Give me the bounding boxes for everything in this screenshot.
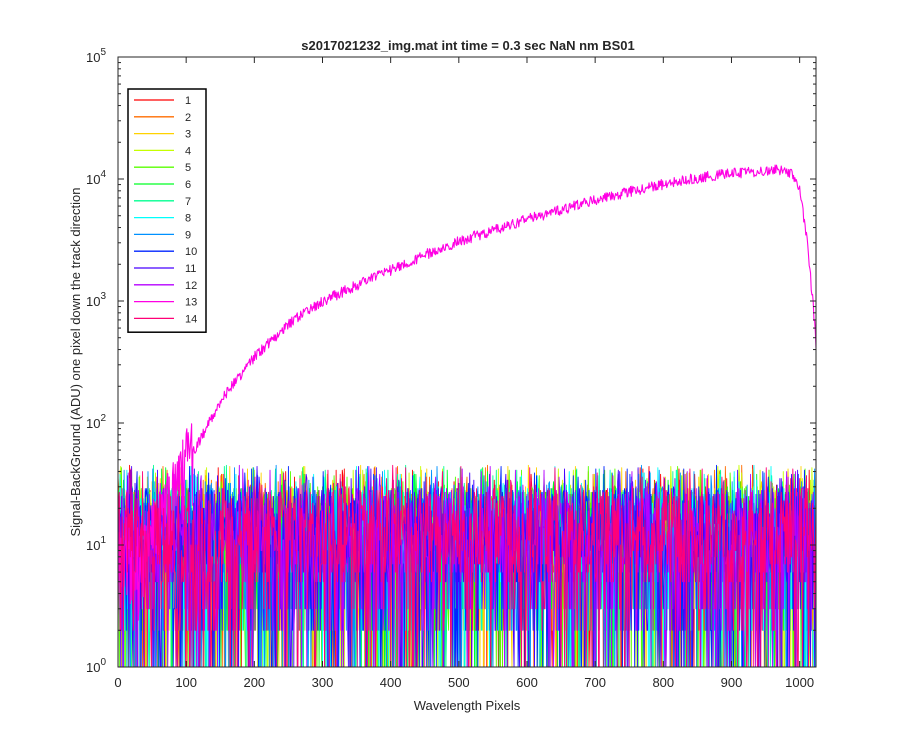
plot-frame xyxy=(117,56,817,668)
y-tick-label-3: 103 xyxy=(86,291,106,309)
y-tick-label-0: 100 xyxy=(86,657,106,675)
legend-label-14: 14 xyxy=(185,313,197,325)
series-layer xyxy=(118,164,816,667)
x-tick-label-100: 100 xyxy=(175,675,197,690)
x-tick-label-300: 300 xyxy=(312,675,334,690)
legend-box xyxy=(127,88,207,333)
y-tick-exponent-2: 2 xyxy=(100,413,106,424)
y-tick-base-2: 10 xyxy=(86,416,100,431)
series-line-14 xyxy=(118,464,816,667)
chart-title: s2017021232_img.mat int time = 0.3 sec N… xyxy=(301,38,635,53)
y-tick-base-1: 10 xyxy=(86,538,100,553)
x-tick-label-900: 900 xyxy=(721,675,743,690)
y-tick-label-5: 105 xyxy=(86,47,106,65)
y-tick-exponent-5: 5 xyxy=(100,47,106,58)
x-axis-label: Wavelength Pixels xyxy=(414,698,521,713)
legend-label-2: 2 xyxy=(185,112,191,124)
y-tick-label-1: 101 xyxy=(86,535,106,553)
legend-label-9: 9 xyxy=(185,229,191,241)
legend-label-10: 10 xyxy=(185,246,197,258)
y-tick-exponent-0: 0 xyxy=(100,657,106,668)
legend-label-12: 12 xyxy=(185,280,197,292)
y-tick-base-3: 10 xyxy=(86,294,100,309)
x-tick-label-500: 500 xyxy=(448,675,470,690)
legend-label-7: 7 xyxy=(185,196,191,208)
x-tick-label-200: 200 xyxy=(243,675,265,690)
legend-label-3: 3 xyxy=(185,129,191,141)
y-tick-label-2: 102 xyxy=(86,413,106,431)
x-tick-label-600: 600 xyxy=(516,675,538,690)
legend-label-1: 1 xyxy=(185,95,191,107)
x-tick-label-800: 800 xyxy=(652,675,674,690)
legend-label-8: 8 xyxy=(185,213,191,225)
y-tick-label-4: 104 xyxy=(86,169,106,187)
y-axis-label: Signal-BackGround (ADU) one pixel down t… xyxy=(68,187,83,536)
x-tick-label-0: 0 xyxy=(114,675,121,690)
y-tick-exponent-4: 4 xyxy=(100,169,106,180)
legend-label-5: 5 xyxy=(185,162,191,174)
y-tick-exponent-3: 3 xyxy=(100,291,106,302)
legend-label-6: 6 xyxy=(185,179,191,191)
y-tick-base-4: 10 xyxy=(86,172,100,187)
x-axis: 0 100 200 300 400 500 600 700 800 900 1000 xyxy=(114,57,814,690)
legend-label-13: 13 xyxy=(185,297,197,309)
x-tick-label-1000: 1000 xyxy=(785,675,814,690)
y-tick-exponent-1: 1 xyxy=(100,535,106,546)
x-tick-label-700: 700 xyxy=(584,675,606,690)
series-line-13 xyxy=(118,164,816,632)
x-tick-label-400: 400 xyxy=(380,675,402,690)
y-tick-base-0: 10 xyxy=(86,660,100,675)
legend-label-4: 4 xyxy=(185,145,191,157)
legend-label-11: 11 xyxy=(185,263,196,275)
y-tick-base-5: 10 xyxy=(86,50,100,65)
